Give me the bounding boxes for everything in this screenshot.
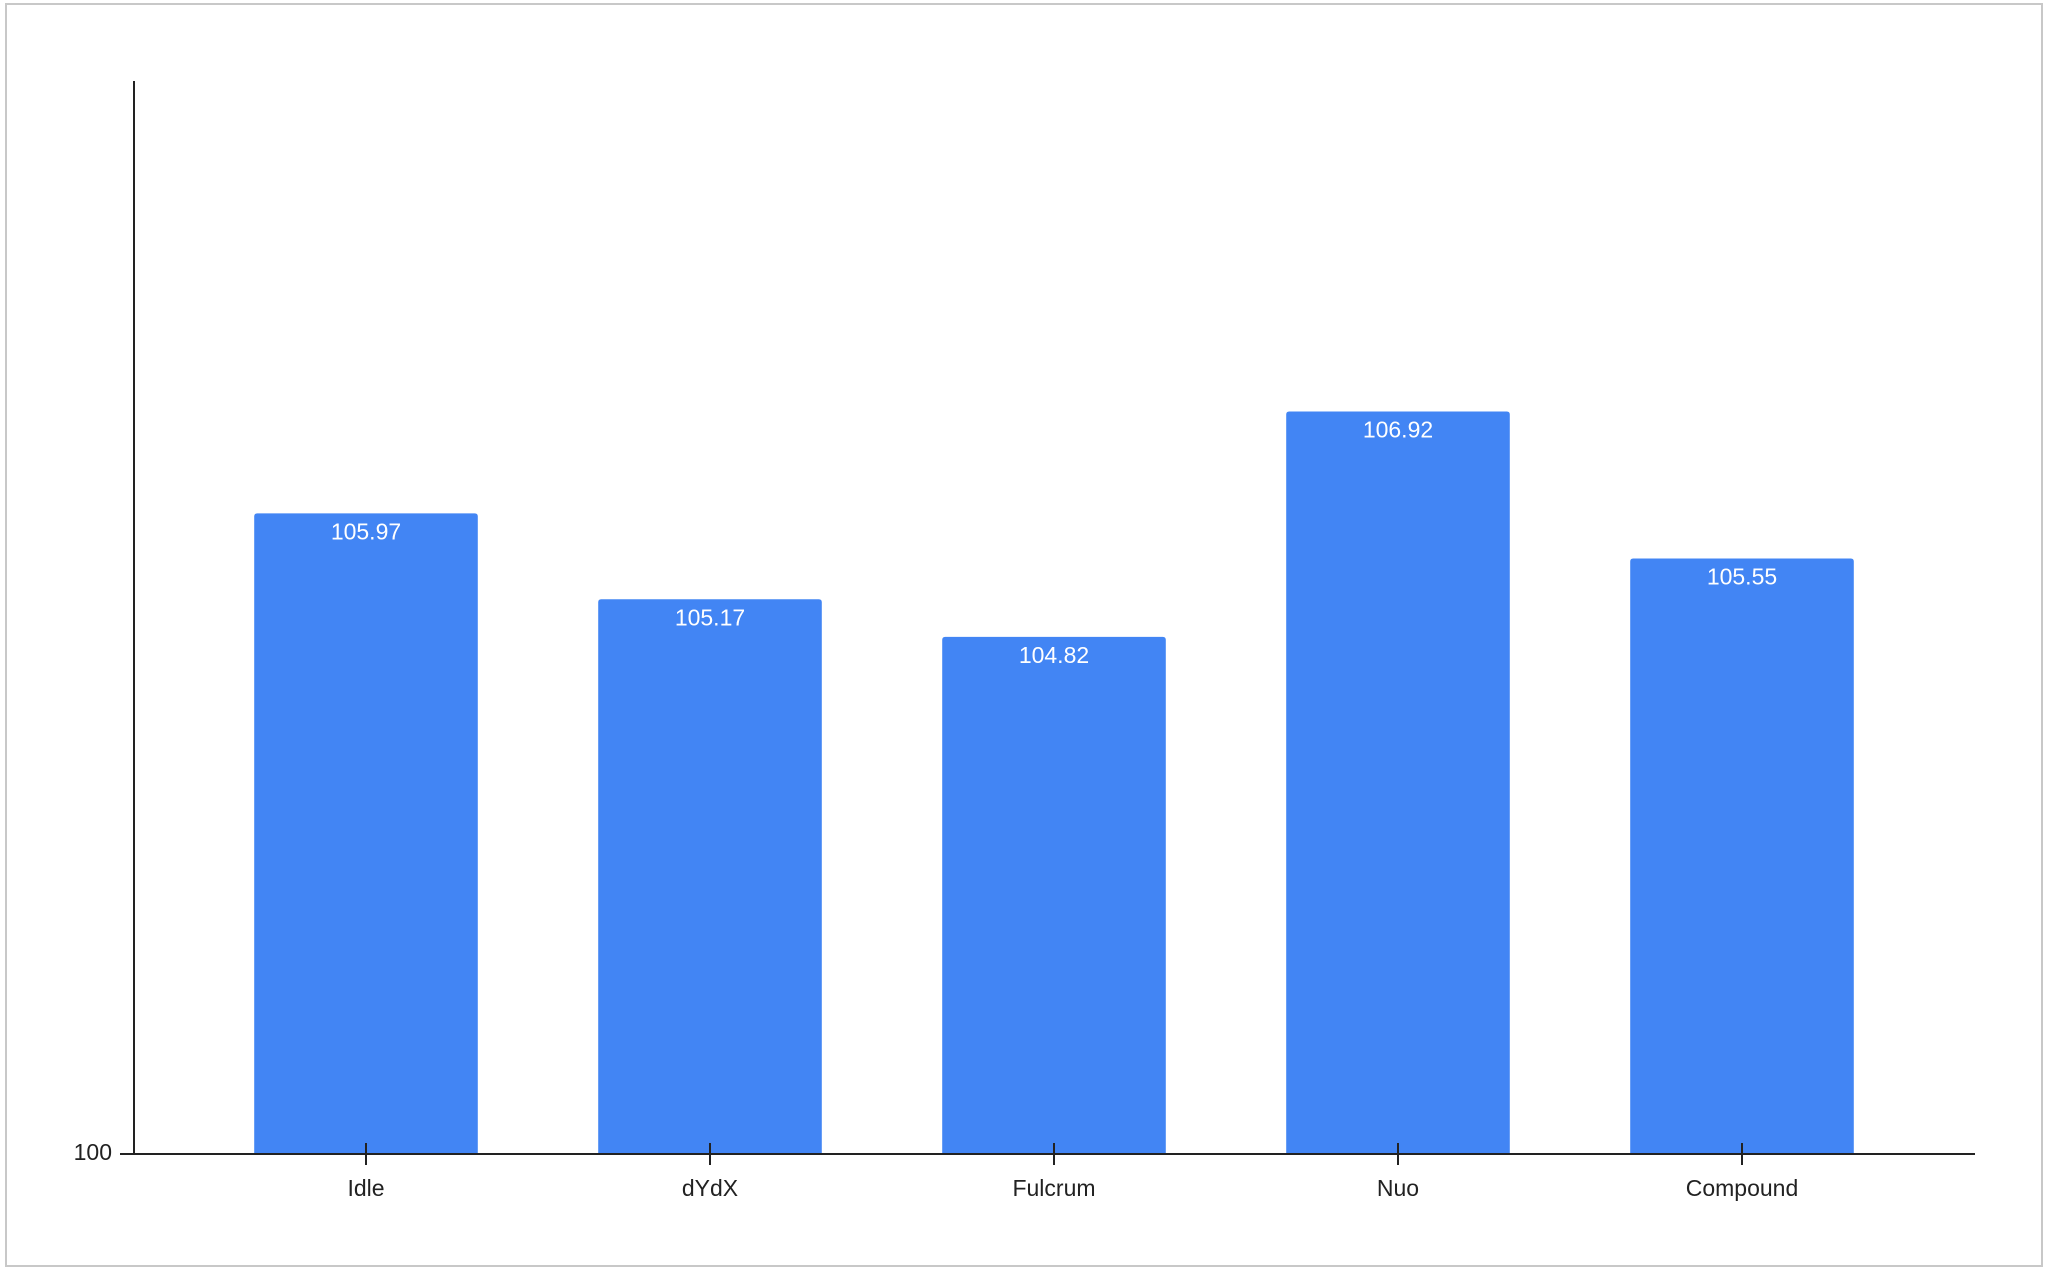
- bar: [1286, 411, 1510, 1154]
- bar: [942, 636, 1166, 1154]
- value-label: 104.82: [1019, 642, 1089, 668]
- bar: [1630, 558, 1854, 1154]
- y-tick-label: 100: [74, 1139, 112, 1165]
- x-tick-label: dYdX: [682, 1175, 738, 1201]
- x-tick-label: Nuo: [1377, 1175, 1419, 1201]
- bar: [598, 599, 822, 1154]
- value-label: 105.97: [331, 518, 401, 544]
- value-label: 106.92: [1363, 417, 1433, 443]
- x-tick-label: Compound: [1686, 1175, 1799, 1201]
- x-tick-label: Fulcrum: [1012, 1175, 1095, 1201]
- value-label: 105.17: [675, 604, 745, 630]
- bar: [254, 513, 478, 1154]
- x-tick-label: Idle: [347, 1175, 384, 1201]
- value-label: 105.55: [1707, 564, 1777, 590]
